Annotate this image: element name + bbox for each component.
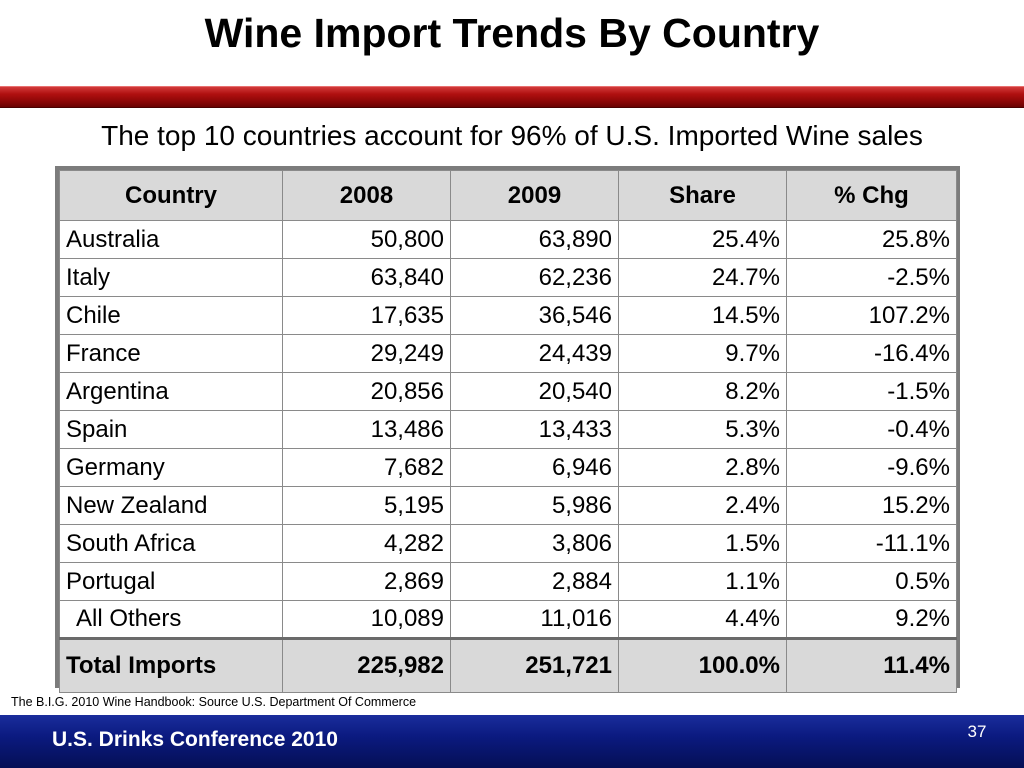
import-table-frame: Country 2008 2009 Share % Chg Australia … [55, 166, 960, 693]
cell-share: 2.4% [618, 486, 787, 525]
cell-2008: 29,249 [282, 334, 451, 373]
footer-label: U.S. Drinks Conference 2010 [52, 728, 338, 751]
cell-2009: 3,806 [450, 524, 619, 563]
cell-2009: 13,433 [450, 410, 619, 449]
table-row: Italy 63,840 62,236 24.7% -2.5% [59, 258, 957, 297]
slide-subtitle: The top 10 countries account for 96% of … [101, 120, 923, 151]
table-row: All Others 10,089 11,016 4.4% 9.2% [59, 600, 957, 639]
table-row: South Africa 4,282 3,806 1.5% -11.1% [59, 524, 957, 563]
cell-2009: 63,890 [450, 220, 619, 259]
cell-share: 24.7% [618, 258, 787, 297]
cell-share: 8.2% [618, 372, 787, 411]
cell-2008: 10,089 [282, 600, 451, 639]
cell-2009: 5,986 [450, 486, 619, 525]
cell-country: Argentina [59, 372, 283, 411]
table-row: Germany 7,682 6,946 2.8% -9.6% [59, 448, 957, 487]
table-row: New Zealand 5,195 5,986 2.4% 15.2% [59, 486, 957, 525]
cell-country: Germany [59, 448, 283, 487]
header-country: Country [59, 170, 283, 221]
cell-country: France [59, 334, 283, 373]
cell-2008: 17,635 [282, 296, 451, 335]
cell-2008: 50,800 [282, 220, 451, 259]
cell-pct-change: -2.5% [786, 258, 957, 297]
header-pct-change: % Chg [786, 170, 957, 221]
cell-2009: 2,884 [450, 562, 619, 601]
cell-share: 1.1% [618, 562, 787, 601]
table-row: France 29,249 24,439 9.7% -16.4% [59, 334, 957, 373]
source-note: The B.I.G. 2010 Wine Handbook: Source U.… [11, 695, 417, 709]
cell-2008: 13,486 [282, 410, 451, 449]
header-2009: 2009 [450, 170, 619, 221]
cell-country: Spain [59, 410, 283, 449]
cell-2009: 6,946 [450, 448, 619, 487]
cell-share: 1.5% [618, 524, 787, 563]
cell-country: Chile [59, 296, 283, 335]
cell-country: Australia [59, 220, 283, 259]
cell-pct-change: 9.2% [786, 600, 957, 639]
cell-2008: 2,869 [282, 562, 451, 601]
cell-pct-change: -1.5% [786, 372, 957, 411]
title-divider-bar [0, 86, 1024, 108]
cell-share: 4.4% [618, 600, 787, 639]
cell-2009: 20,540 [450, 372, 619, 411]
cell-2008: 20,856 [282, 372, 451, 411]
cell-2009: 11,016 [450, 600, 619, 639]
table-header-row: Country 2008 2009 Share % Chg [59, 170, 957, 221]
cell-share: 14.5% [618, 296, 787, 335]
page-number: 37 [967, 722, 987, 741]
cell-pct-change: -16.4% [786, 334, 957, 373]
footer-bar [0, 715, 1024, 768]
cell-2009: 24,439 [450, 334, 619, 373]
table-row: Portugal 2,869 2,884 1.1% 0.5% [59, 562, 957, 601]
cell-pct-change: -9.6% [786, 448, 957, 487]
cell-country: South Africa [59, 524, 283, 563]
cell-2008: 4,282 [282, 524, 451, 563]
cell-pct-change: 107.2% [786, 296, 957, 335]
cell-pct-change: -0.4% [786, 410, 957, 449]
cell-pct-change: -11.1% [786, 524, 957, 563]
cell-2008: 63,840 [282, 258, 451, 297]
table-row: Australia 50,800 63,890 25.4% 25.8% [59, 220, 957, 259]
cell-share: 25.4% [618, 220, 787, 259]
total-share: 100.0% [618, 637, 787, 693]
header-2008: 2008 [282, 170, 451, 221]
cell-country: Portugal [59, 562, 283, 601]
cell-pct-change: 0.5% [786, 562, 957, 601]
cell-country: All Others [59, 600, 283, 639]
table-total-row: Total Imports 225,982 251,721 100.0% 11.… [59, 637, 957, 693]
cell-pct-change: 15.2% [786, 486, 957, 525]
table-row: Spain 13,486 13,433 5.3% -0.4% [59, 410, 957, 449]
total-label: Total Imports [59, 637, 283, 693]
cell-country: Italy [59, 258, 283, 297]
header-share: Share [618, 170, 787, 221]
total-2009: 251,721 [450, 637, 619, 693]
table-row: Chile 17,635 36,546 14.5% 107.2% [59, 296, 957, 335]
cell-share: 9.7% [618, 334, 787, 373]
cell-country: New Zealand [59, 486, 283, 525]
slide-title: Wine Import Trends By Country [204, 10, 820, 56]
import-table: Country 2008 2009 Share % Chg Australia … [59, 170, 957, 693]
cell-pct-change: 25.8% [786, 220, 957, 259]
cell-2008: 7,682 [282, 448, 451, 487]
cell-2009: 62,236 [450, 258, 619, 297]
total-2008: 225,982 [282, 637, 451, 693]
total-pct-change: 11.4% [786, 637, 957, 693]
cell-share: 5.3% [618, 410, 787, 449]
cell-2008: 5,195 [282, 486, 451, 525]
table-row: Argentina 20,856 20,540 8.2% -1.5% [59, 372, 957, 411]
cell-2009: 36,546 [450, 296, 619, 335]
cell-share: 2.8% [618, 448, 787, 487]
